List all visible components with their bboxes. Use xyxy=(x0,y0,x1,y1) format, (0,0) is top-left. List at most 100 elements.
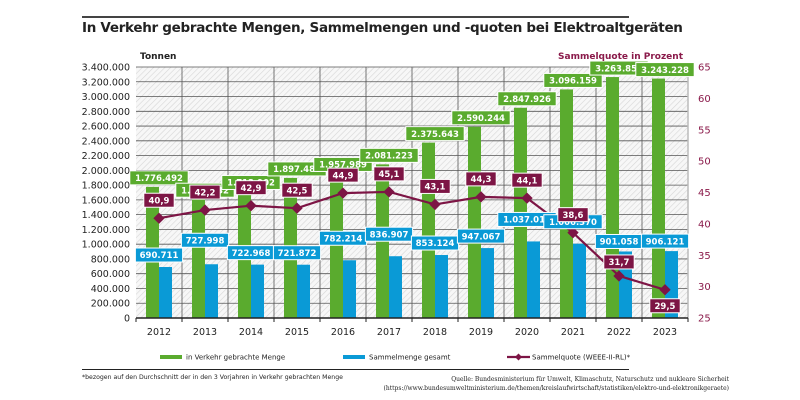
quote-line-path xyxy=(158,190,666,291)
y2-axis-title: Sammelquote in Prozent xyxy=(558,52,684,62)
label-in-verkehr: 2.081.223 xyxy=(365,152,413,162)
y2-tick-label: 25 xyxy=(698,314,711,325)
label-sammelmenge-box xyxy=(456,228,506,244)
quote-point xyxy=(659,284,671,296)
label-sammelmenge: 1.006.370 xyxy=(549,218,597,228)
legend-label-sammelquote: Sammelquote (WEEE-II-RL)* xyxy=(532,354,631,362)
label-sammelquote: 44,3 xyxy=(471,175,492,185)
label-sammelquote: 45,1 xyxy=(379,170,400,180)
label-sammelmenge-box xyxy=(180,232,230,248)
label-sammelmenge: 727.998 xyxy=(186,236,225,246)
legend: in Verkehr gebrachte Menge Sammelmenge ge… xyxy=(160,353,631,362)
label-sammelquote: 42,2 xyxy=(195,188,216,198)
y-tick-label: 2.800.000 xyxy=(82,107,130,118)
y-tick-label: 200.000 xyxy=(91,299,130,310)
label-sammelquote: 44,9 xyxy=(333,171,354,181)
label-sammelquote: 38,6 xyxy=(563,211,584,221)
bar-sammelmenge xyxy=(481,248,494,318)
y2-tick-label: 50 xyxy=(698,157,711,168)
bottom-rule xyxy=(82,369,629,370)
y-tick-label: 1.400.000 xyxy=(82,210,130,221)
bar-sammelmenge xyxy=(159,267,172,318)
source-line-1: Quelle: Bundesministerium für Umwelt, Kl… xyxy=(451,376,729,383)
label-sammelmenge: 853.124 xyxy=(416,239,455,249)
label-in-verkehr: 2.590.244 xyxy=(457,114,505,124)
bar-sammelmenge xyxy=(205,264,218,318)
bar-in-verkehr xyxy=(468,126,481,318)
label-sammelquote-box xyxy=(143,192,175,208)
label-in-verkehr: 3.263.859 xyxy=(595,64,643,74)
bar-in-verkehr xyxy=(192,199,205,318)
label-sammelquote: 29,5 xyxy=(655,302,676,312)
x-tick-label: 2019 xyxy=(469,327,493,338)
label-sammelmenge: 722.968 xyxy=(232,249,271,259)
label-sammelmenge: 836.907 xyxy=(370,230,409,240)
label-sammelquote-box xyxy=(327,167,359,183)
label-sammelquote-box xyxy=(419,178,451,194)
label-sammelmenge: 782.214 xyxy=(324,234,363,244)
quote-point xyxy=(383,186,395,198)
label-sammelquote: 42,5 xyxy=(287,186,308,196)
y2-tick-label: 65 xyxy=(698,63,711,74)
bar-in-verkehr xyxy=(606,77,619,318)
label-in-verkehr: 3.096.159 xyxy=(549,77,597,87)
x-tick-label: 2012 xyxy=(147,327,171,338)
x-tick-label: 2015 xyxy=(285,327,309,338)
bar-sammelmenge xyxy=(389,256,402,318)
x-tick-label: 2021 xyxy=(561,327,585,338)
label-sammelquote-box xyxy=(189,184,221,200)
y-tick-label: 2.000.000 xyxy=(82,166,130,177)
y2-tick-label: 40 xyxy=(698,219,711,230)
y-tick-label: 2.400.000 xyxy=(82,136,130,147)
label-in-verkehr-box xyxy=(543,72,603,88)
chart-title: In Verkehr gebrachte Mengen, Sammelmenge… xyxy=(82,20,683,36)
label-in-verkehr: 1.897.480 xyxy=(273,165,321,175)
label-in-verkehr-box xyxy=(129,170,189,186)
quote-point xyxy=(521,192,533,204)
bar-in-verkehr xyxy=(560,89,573,318)
label-sammelmenge-box xyxy=(134,247,184,263)
label-sammelquote: 42,9 xyxy=(241,184,262,194)
label-in-verkehr: 2.375.643 xyxy=(411,130,459,140)
label-sammelmenge-box xyxy=(272,245,322,261)
label-in-verkehr: 3.243.228 xyxy=(641,66,689,76)
label-sammelquote: 43,1 xyxy=(425,183,446,193)
quote-point xyxy=(245,200,257,212)
label-sammelquote-box xyxy=(465,171,497,187)
y-tick-label: 1.000.000 xyxy=(82,240,130,251)
bar-sammelmenge xyxy=(297,264,310,318)
label-in-verkehr-box xyxy=(497,91,557,107)
quote-point xyxy=(153,212,165,224)
label-in-verkehr: 1.776.492 xyxy=(135,174,183,184)
label-sammelquote-box xyxy=(649,298,681,314)
y-tick-label: 400.000 xyxy=(91,284,130,295)
y2-tick-label: 45 xyxy=(698,188,711,199)
y-tick-label: 3.000.000 xyxy=(82,92,130,103)
label-sammelquote: 40,9 xyxy=(149,196,170,206)
label-sammelmenge-box xyxy=(640,233,690,249)
x-tick-label: 2016 xyxy=(331,327,355,338)
y2-tick-label: 60 xyxy=(698,94,711,105)
y-tick-label: 1.600.000 xyxy=(82,195,130,206)
bar-in-verkehr xyxy=(422,142,435,318)
legend-label-in-verkehr: in Verkehr gebrachte Menge xyxy=(186,354,285,362)
x-tick-label: 2014 xyxy=(239,327,263,338)
label-in-verkehr-box xyxy=(359,147,419,163)
quote-point xyxy=(567,227,579,239)
label-sammelquote: 31,7 xyxy=(609,258,630,268)
axes: 0200.000400.000600.000800.0001.000.0001.… xyxy=(82,63,711,339)
label-sammelquote-box xyxy=(511,172,543,188)
label-sammelquote-box xyxy=(603,254,635,270)
bar-sammelmenge xyxy=(251,264,264,318)
data-labels: 1.776.4921.609.2321.713.9021.897.4801.95… xyxy=(129,60,695,314)
quote-line xyxy=(153,186,671,296)
y-tick-label: 2.600.000 xyxy=(82,122,130,133)
quote-point xyxy=(337,187,349,199)
label-sammelmenge: 1.037.019 xyxy=(503,216,551,226)
label-sammelmenge: 906.121 xyxy=(646,237,685,247)
label-sammelmenge: 947.067 xyxy=(462,232,501,242)
legend-label-sammelmenge: Sammelmenge gesamt xyxy=(369,354,451,362)
label-sammelmenge: 721.872 xyxy=(278,249,317,259)
y-axis-title: Tonnen xyxy=(140,52,176,62)
